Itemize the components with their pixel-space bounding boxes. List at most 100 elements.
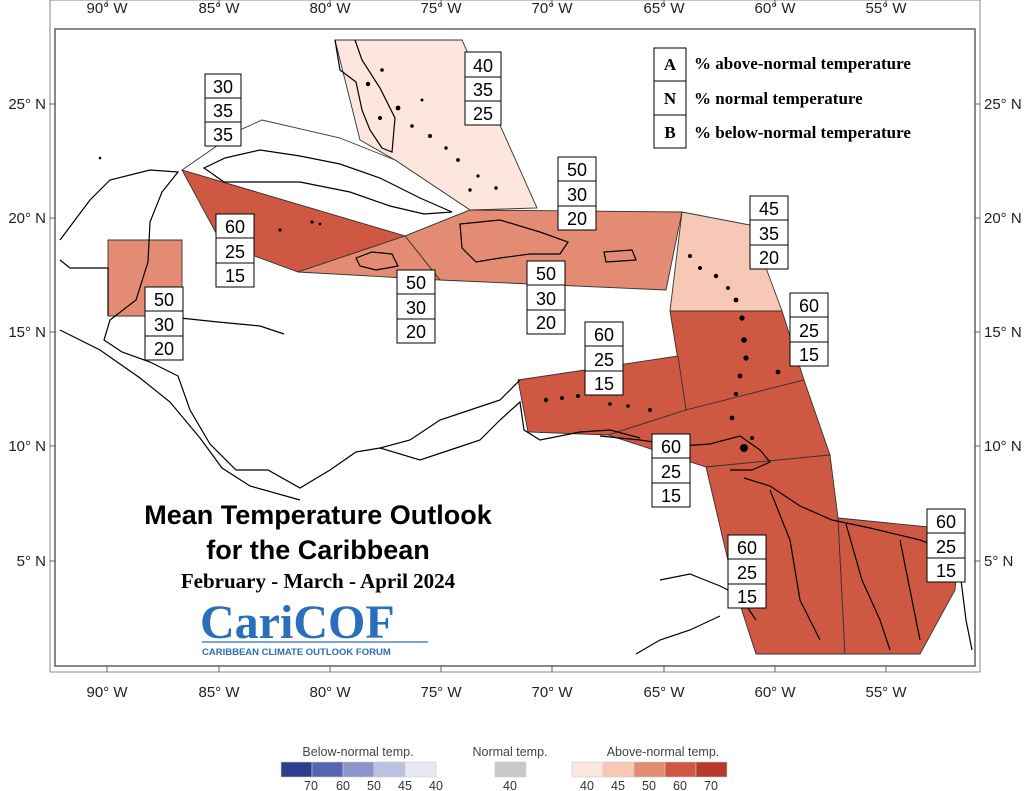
probability-labels: 40 35 25 30 35 35 60 25 15 50 30 20 — [144, 51, 966, 609]
legend-swatch-above — [602, 761, 635, 778]
legend-swatch-above — [664, 761, 697, 778]
legend-label-below: 45 — [398, 779, 412, 791]
legend-label-below: 60 — [336, 779, 350, 791]
legend-swatch-below — [373, 761, 406, 778]
prob-above: 40 — [473, 56, 493, 76]
prob-normal: 30 — [154, 315, 174, 335]
prob-normal: 25 — [799, 321, 819, 341]
prob-box-belize: 50 30 20 — [144, 286, 184, 361]
legend-title-normal: Normal temp. — [472, 745, 547, 759]
prob-below: 15 — [799, 345, 819, 365]
lat-label: 20° N — [8, 210, 46, 227]
legend-swatch-below — [342, 761, 375, 778]
legend-title-above: Above-normal temp. — [607, 745, 720, 759]
prob-box-trinidad: 60 25 15 — [651, 433, 691, 508]
prob-normal: 25 — [737, 563, 757, 583]
prob-above: 50 — [536, 264, 556, 284]
key-letter-b: B — [664, 123, 675, 142]
lon-label: 70° W — [531, 684, 573, 701]
lon-label: 75° W — [420, 684, 462, 701]
legend-title-below: Below-normal temp. — [302, 745, 413, 759]
lat-label: 25° N — [984, 96, 1022, 113]
latitude-labels-left: 25° N 20° N 15° N 10° N 5° N — [8, 96, 46, 570]
prob-box-abc-islands: 60 25 15 — [584, 321, 624, 396]
title-period: February - March - April 2024 — [181, 569, 456, 593]
map-title: Mean Temperature Outlook for the Caribbe… — [144, 500, 493, 593]
lon-label: 85° W — [198, 0, 240, 17]
lat-label: 5° N — [17, 553, 46, 570]
prob-below: 15 — [225, 266, 245, 286]
lon-label: 55° W — [865, 684, 907, 701]
key-text-normal: % normal temperature — [694, 89, 863, 108]
legend-label-below: 50 — [367, 779, 381, 791]
prob-normal: 25 — [661, 462, 681, 482]
logo-wordmark: CariCOF — [200, 596, 395, 649]
tick-marks — [50, 0, 980, 672]
prob-above: 45 — [759, 199, 779, 219]
prob-normal: 35 — [213, 101, 233, 121]
title-line-2: for the Caribbean — [206, 535, 430, 565]
lat-label: 10° N — [8, 438, 46, 455]
prob-normal: 25 — [936, 537, 956, 557]
prob-above: 60 — [799, 296, 819, 316]
key-letter-a: A — [664, 55, 677, 74]
key-text-above: % above-normal temperature — [694, 54, 911, 73]
legend-label-above: 45 — [611, 779, 625, 791]
prob-normal: 30 — [536, 289, 556, 309]
prob-above: 60 — [737, 538, 757, 558]
legend-swatch-below — [311, 761, 344, 778]
key-letter-n: N — [664, 89, 677, 108]
legend-swatch-normal — [494, 761, 527, 778]
prob-box-suriname-guiana: 60 25 15 — [926, 508, 966, 583]
legend-label-below: 70 — [304, 779, 318, 791]
prob-below: 15 — [594, 374, 614, 394]
legend-swatch-above — [695, 761, 728, 778]
prob-box-west-cuba-cayman: 60 25 15 — [215, 213, 255, 288]
legend-swatches — [280, 761, 728, 778]
prob-box-leeward-islands: 45 35 20 — [749, 195, 789, 270]
probability-key: A N B % above-normal temperature % norma… — [653, 47, 911, 149]
lon-label: 80° W — [309, 684, 351, 701]
longitude-labels-top: 90° W 85° W 80° W 75° W 70° W 65° W 60° … — [86, 0, 907, 17]
prob-normal: 35 — [759, 224, 779, 244]
prob-below: 20 — [154, 339, 174, 359]
prob-normal: 25 — [225, 242, 245, 262]
color-legend: Below-normal temp. Normal temp. Above-no… — [280, 745, 728, 791]
lat-label: 20° N — [984, 210, 1022, 227]
prob-box-cuba: 30 35 35 — [204, 73, 242, 147]
prob-normal: 30 — [567, 185, 587, 205]
legend-label-above: 40 — [580, 779, 594, 791]
legend-label-below: 40 — [429, 779, 443, 791]
legend-label-normal: 40 — [503, 779, 517, 791]
logo-right: COF — [293, 596, 394, 649]
prob-normal: 35 — [473, 80, 493, 100]
longitude-labels-bottom: 90° W 85° W 80° W 75° W 70° W 65° W 60° … — [86, 684, 907, 701]
lon-label: 90° W — [86, 0, 128, 17]
key-text-below: % below-normal temperature — [694, 123, 911, 142]
lon-label: 60° W — [754, 684, 796, 701]
legend-swatch-above — [571, 761, 604, 778]
prob-box-guyana: 60 25 15 — [727, 534, 767, 609]
prob-box-bahamas: 40 35 25 — [464, 51, 502, 126]
lon-label: 70° W — [531, 0, 573, 17]
lon-label: 65° W — [643, 684, 685, 701]
lon-label: 85° W — [198, 684, 240, 701]
legend-label-above: 60 — [673, 779, 687, 791]
legend-label-above: 50 — [642, 779, 656, 791]
lon-label: 55° W — [865, 0, 907, 17]
logo-subtitle: CARIBBEAN CLIMATE OUTLOOK FORUM — [202, 647, 391, 658]
prob-below: 20 — [536, 313, 556, 333]
axes-frame — [49, 0, 981, 673]
prob-above: 60 — [936, 512, 956, 532]
lat-label: 5° N — [984, 553, 1013, 570]
legend-swatch-below — [404, 761, 437, 778]
lon-label: 75° W — [420, 0, 462, 17]
lat-label: 15° N — [8, 324, 46, 341]
legend-swatch-above — [633, 761, 666, 778]
legend-label-above: 70 — [704, 779, 718, 791]
prob-below: 20 — [759, 248, 779, 268]
title-line-1: Mean Temperature Outlook — [144, 500, 493, 530]
prob-below: 15 — [661, 486, 681, 506]
prob-above: 60 — [594, 325, 614, 345]
